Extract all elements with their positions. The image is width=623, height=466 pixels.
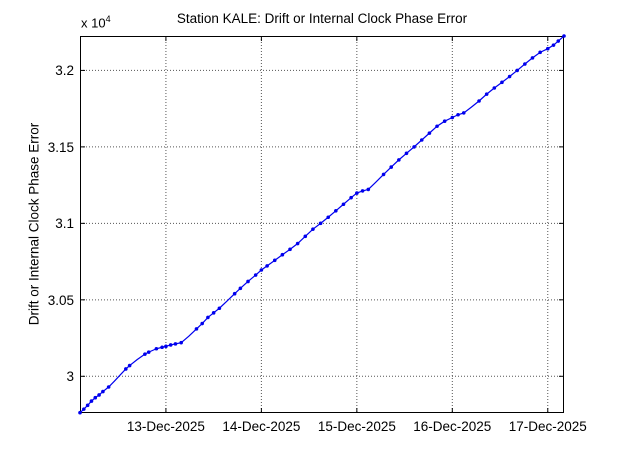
data-point-marker — [484, 92, 489, 96]
data-point-marker — [288, 247, 292, 252]
data-point-marker — [389, 165, 394, 169]
data-point-marker — [173, 342, 178, 346]
data-point-marker — [124, 367, 128, 371]
data-point-marker — [217, 306, 222, 311]
y-tick-label: 3.2 — [55, 63, 74, 79]
data-point-marker — [206, 315, 210, 320]
data-point-marker — [538, 50, 542, 55]
data-point-marker — [97, 393, 101, 397]
axes-box — [80, 36, 564, 413]
y-tick-label: 3.1 — [55, 216, 74, 232]
data-point-marker — [341, 202, 346, 207]
data-point-marker — [238, 286, 243, 291]
data-point-marker — [253, 273, 258, 277]
data-point-marker — [435, 124, 439, 129]
data-point-marker — [477, 99, 481, 103]
data-point-marker — [89, 399, 94, 403]
data-point-marker — [419, 138, 424, 142]
data-point-marker — [334, 209, 338, 213]
data-point-marker — [259, 268, 264, 272]
data-point-marker — [303, 234, 308, 239]
y-axis-exponent-base: x 10 — [81, 15, 106, 31]
data-point-marker — [127, 363, 132, 368]
y-tick-label: 3 — [66, 369, 74, 385]
x-tick-label: 14-Dec-2025 — [222, 419, 301, 434]
data-point-marker — [530, 56, 535, 60]
data-point-marker — [146, 350, 151, 354]
data-point-marker — [355, 191, 359, 195]
data-point-marker — [523, 62, 527, 66]
data-point-marker — [442, 119, 447, 123]
data-point-marker — [326, 215, 331, 220]
data-point-marker — [515, 68, 520, 73]
data-point-marker — [211, 311, 216, 315]
data-point-marker — [450, 115, 455, 120]
data-point-marker — [311, 227, 315, 231]
data-point-marker — [404, 151, 409, 156]
chart-title: Station KALE: Drift or Internal Clock Ph… — [176, 11, 468, 26]
y-axis-exponent-label: x 104 — [81, 14, 111, 30]
data-point-marker — [78, 410, 82, 415]
data-point-marker — [318, 221, 323, 226]
data-point-marker — [456, 112, 460, 117]
x-tick-label: 17-Dec-2025 — [508, 419, 587, 434]
data-point-marker — [507, 74, 512, 79]
data-point-marker — [360, 189, 365, 193]
x-tick-label: 13-Dec-2025 — [126, 419, 205, 434]
y-tick-label: 3.15 — [47, 139, 74, 155]
data-point-marker — [143, 352, 147, 356]
data-point-marker — [200, 321, 204, 326]
data-point-marker — [562, 34, 566, 38]
data-point-marker — [106, 385, 111, 389]
data-point-marker — [154, 346, 159, 351]
data-point-marker — [412, 145, 416, 149]
data-point-marker — [160, 345, 164, 350]
data-point-marker — [295, 241, 300, 246]
data-point-marker — [85, 403, 90, 408]
data-point-marker — [272, 258, 277, 263]
data-point-marker — [179, 340, 183, 345]
data-point-marker — [545, 46, 550, 51]
data-point-marker — [232, 291, 237, 296]
data-point-marker — [101, 389, 105, 394]
data-point-marker — [82, 407, 86, 411]
y-tick-label: 3.05 — [47, 292, 74, 308]
data-point-marker — [265, 264, 269, 268]
data-point-marker — [556, 39, 561, 43]
data-point-marker — [366, 187, 371, 192]
data-point-marker — [164, 344, 168, 349]
y-axis-exponent-power: 4 — [105, 14, 111, 24]
data-point-marker — [397, 158, 401, 162]
data-point-marker — [194, 327, 199, 331]
x-tick-label: 15-Dec-2025 — [317, 419, 396, 434]
data-point-marker — [492, 86, 497, 90]
data-point-marker — [349, 195, 353, 200]
data-point-marker — [381, 172, 386, 177]
x-tick-label: 16-Dec-2025 — [413, 419, 492, 434]
data-point-marker — [551, 43, 556, 47]
data-point-marker — [500, 80, 504, 85]
data-point-marker — [461, 111, 466, 115]
data-point-marker — [280, 252, 285, 257]
data-point-marker — [93, 395, 98, 400]
data-point-marker — [427, 131, 432, 135]
data-point-marker — [168, 343, 173, 347]
plot-area — [78, 34, 566, 415]
data-point-marker — [246, 279, 250, 284]
